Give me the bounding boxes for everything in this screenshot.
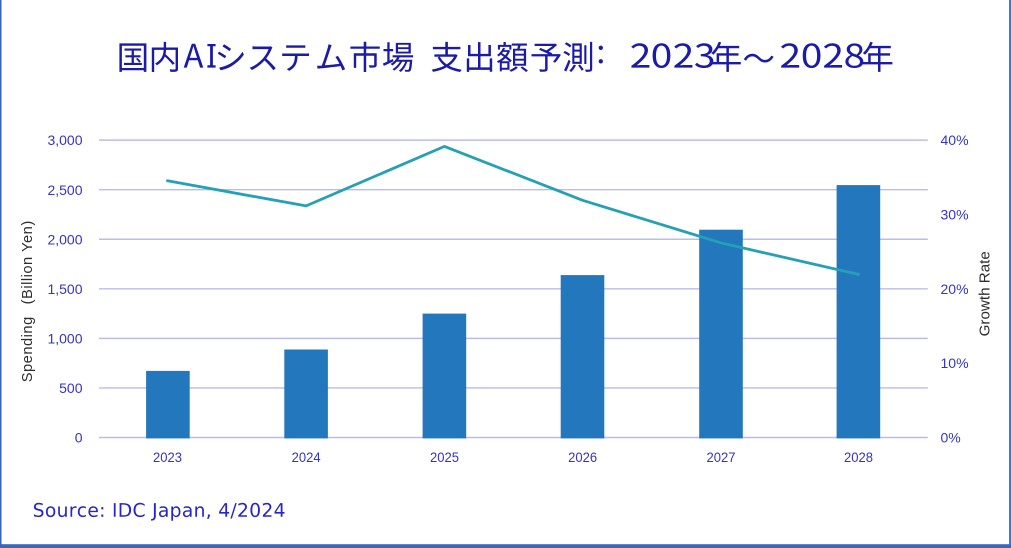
svg-text:10%: 10%: [941, 355, 969, 371]
svg-text:Spending (Billion Yen): Spending (Billion Yen): [20, 220, 36, 382]
svg-text:Growth Rate: Growth Rate: [977, 251, 994, 336]
svg-text:30%: 30%: [941, 207, 969, 223]
svg-text:3,000: 3,000: [47, 132, 82, 148]
svg-text:1,500: 1,500: [47, 281, 82, 297]
svg-text:2024: 2024: [292, 449, 321, 465]
svg-text:2027: 2027: [707, 449, 736, 465]
svg-text:40%: 40%: [941, 132, 969, 148]
svg-text:2,500: 2,500: [47, 182, 82, 198]
svg-text:2,000: 2,000: [47, 231, 82, 247]
svg-text:2023: 2023: [153, 449, 182, 465]
svg-text:2025: 2025: [430, 449, 459, 465]
svg-text:1,000: 1,000: [47, 331, 82, 347]
svg-text:0: 0: [75, 430, 83, 446]
svg-text:2026: 2026: [568, 449, 597, 465]
svg-text:500: 500: [59, 380, 83, 396]
svg-text:2028: 2028: [844, 449, 873, 465]
svg-text:20%: 20%: [941, 281, 969, 297]
svg-text:0%: 0%: [941, 430, 961, 446]
